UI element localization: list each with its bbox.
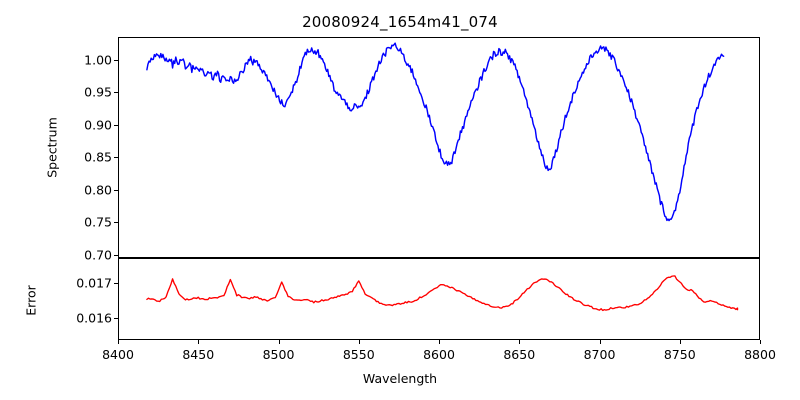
xtick-mark bbox=[118, 340, 120, 344]
spectrum-ytick-label: 0.85 bbox=[84, 149, 112, 165]
xtick-mark bbox=[198, 340, 200, 344]
spectrum-y-axis-label: Spectrum bbox=[44, 117, 60, 178]
xtick-label: 8800 bbox=[744, 347, 776, 362]
spectrum-ytick-mark bbox=[114, 254, 118, 256]
xtick-mark bbox=[278, 340, 280, 344]
error-y-axis-label: Error bbox=[23, 285, 39, 316]
spectrum-ytick-label: 0.95 bbox=[84, 84, 112, 100]
spectrum-ytick-label: 0.80 bbox=[84, 182, 112, 198]
xtick-label: 8500 bbox=[262, 347, 295, 362]
xtick-mark bbox=[760, 340, 762, 344]
spectrum-ytick-label: 0.75 bbox=[84, 214, 112, 230]
x-axis-label: Wavelength bbox=[362, 371, 438, 386]
xtick-mark bbox=[519, 340, 521, 344]
spectrum-ytick-mark bbox=[114, 189, 118, 191]
spectrum-ytick-label: 1.00 bbox=[84, 52, 112, 68]
spectrum-ytick-mark bbox=[114, 222, 118, 224]
error-ytick-label: 0.016 bbox=[76, 310, 112, 325]
error-axes bbox=[118, 258, 760, 340]
error-ytick-label: 0.017 bbox=[76, 275, 112, 291]
spectrum-ytick-mark bbox=[114, 124, 118, 126]
xtick-label: 8600 bbox=[423, 347, 455, 362]
xtick-mark bbox=[358, 340, 360, 344]
xtick-label: 8700 bbox=[583, 347, 616, 362]
xtick-mark bbox=[599, 340, 601, 344]
spectrum-ytick-label: 0.90 bbox=[84, 117, 112, 133]
error-ytick-mark bbox=[114, 282, 118, 284]
xtick-label: 8550 bbox=[342, 347, 375, 362]
spectrum-axes bbox=[118, 37, 760, 258]
xtick-label: 8750 bbox=[663, 347, 696, 362]
error-ytick-mark bbox=[114, 317, 118, 319]
xtick-mark bbox=[679, 340, 681, 344]
xtick-label: 8650 bbox=[503, 347, 536, 362]
xtick-label: 8400 bbox=[102, 347, 134, 362]
spectrum-ytick-mark bbox=[114, 157, 118, 159]
spectrum-ytick-label: 0.70 bbox=[84, 247, 112, 263]
spectrum-ytick-mark bbox=[114, 59, 118, 61]
spectrum-ytick-mark bbox=[114, 92, 118, 94]
xtick-mark bbox=[439, 340, 441, 344]
page-title: 20080924_1654m41_074 bbox=[302, 13, 498, 31]
xtick-label: 8450 bbox=[182, 347, 215, 362]
